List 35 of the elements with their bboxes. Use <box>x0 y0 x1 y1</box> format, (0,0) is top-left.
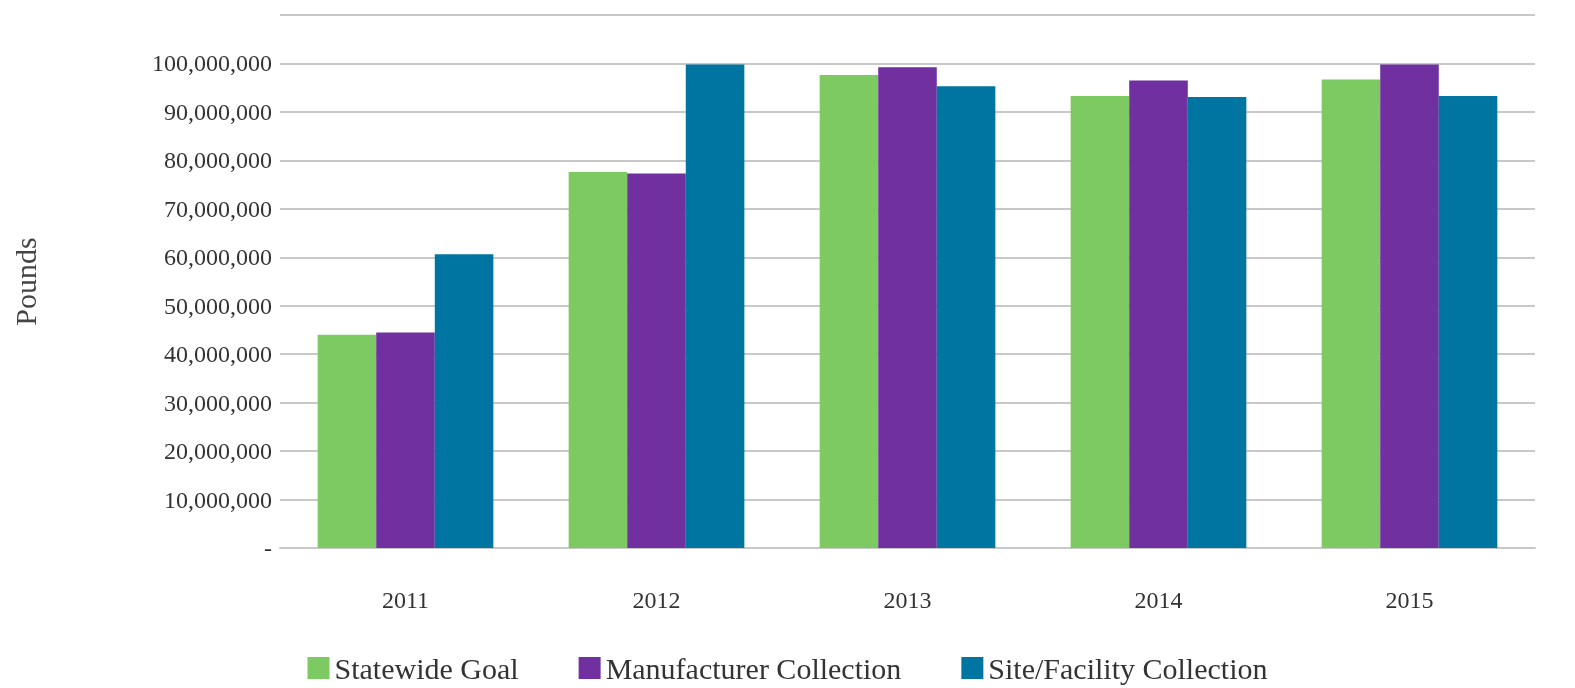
y-tick-label: 50,000,000 <box>164 292 272 319</box>
legend-label: Statewide Goal <box>334 651 519 685</box>
y-tick-label: 100,000,000 <box>152 50 272 77</box>
bar <box>1380 64 1439 548</box>
x-tick-label: 2015 <box>1385 587 1434 613</box>
y-tick-label: 60,000,000 <box>164 244 272 271</box>
bar <box>936 86 996 548</box>
y-tick-label: 40,000,000 <box>164 341 272 368</box>
bar <box>878 67 937 548</box>
y-tick-label: 80,000,000 <box>164 147 272 174</box>
legend-label: Manufacturer Collection <box>605 651 902 685</box>
y-tick-label: 30,000,000 <box>164 389 272 416</box>
y-tick-label: 90,000,000 <box>164 98 272 125</box>
y-axis-title: Pounds <box>8 237 42 326</box>
bar <box>1321 79 1381 548</box>
bar <box>568 171 628 548</box>
bar <box>317 334 377 548</box>
bar <box>685 64 745 548</box>
bar <box>434 254 494 548</box>
bar <box>1187 96 1247 548</box>
legend-label: Site/Facility Collection <box>988 651 1268 685</box>
x-tick-label: 2014 <box>1134 587 1183 613</box>
x-tick-label: 2013 <box>883 587 932 613</box>
y-tick-label: 20,000,000 <box>164 438 272 465</box>
bar <box>819 75 879 548</box>
bar <box>627 173 686 548</box>
bar <box>1438 95 1498 548</box>
bar <box>1070 95 1130 548</box>
bar <box>1129 80 1188 548</box>
y-tick-label: - <box>264 535 272 561</box>
x-tick-label: 2011 <box>381 587 430 613</box>
bar <box>376 332 435 548</box>
y-tick-label: 70,000,000 <box>164 195 272 222</box>
x-tick-label: 2012 <box>632 587 681 613</box>
y-tick-label: 10,000,000 <box>164 486 272 513</box>
